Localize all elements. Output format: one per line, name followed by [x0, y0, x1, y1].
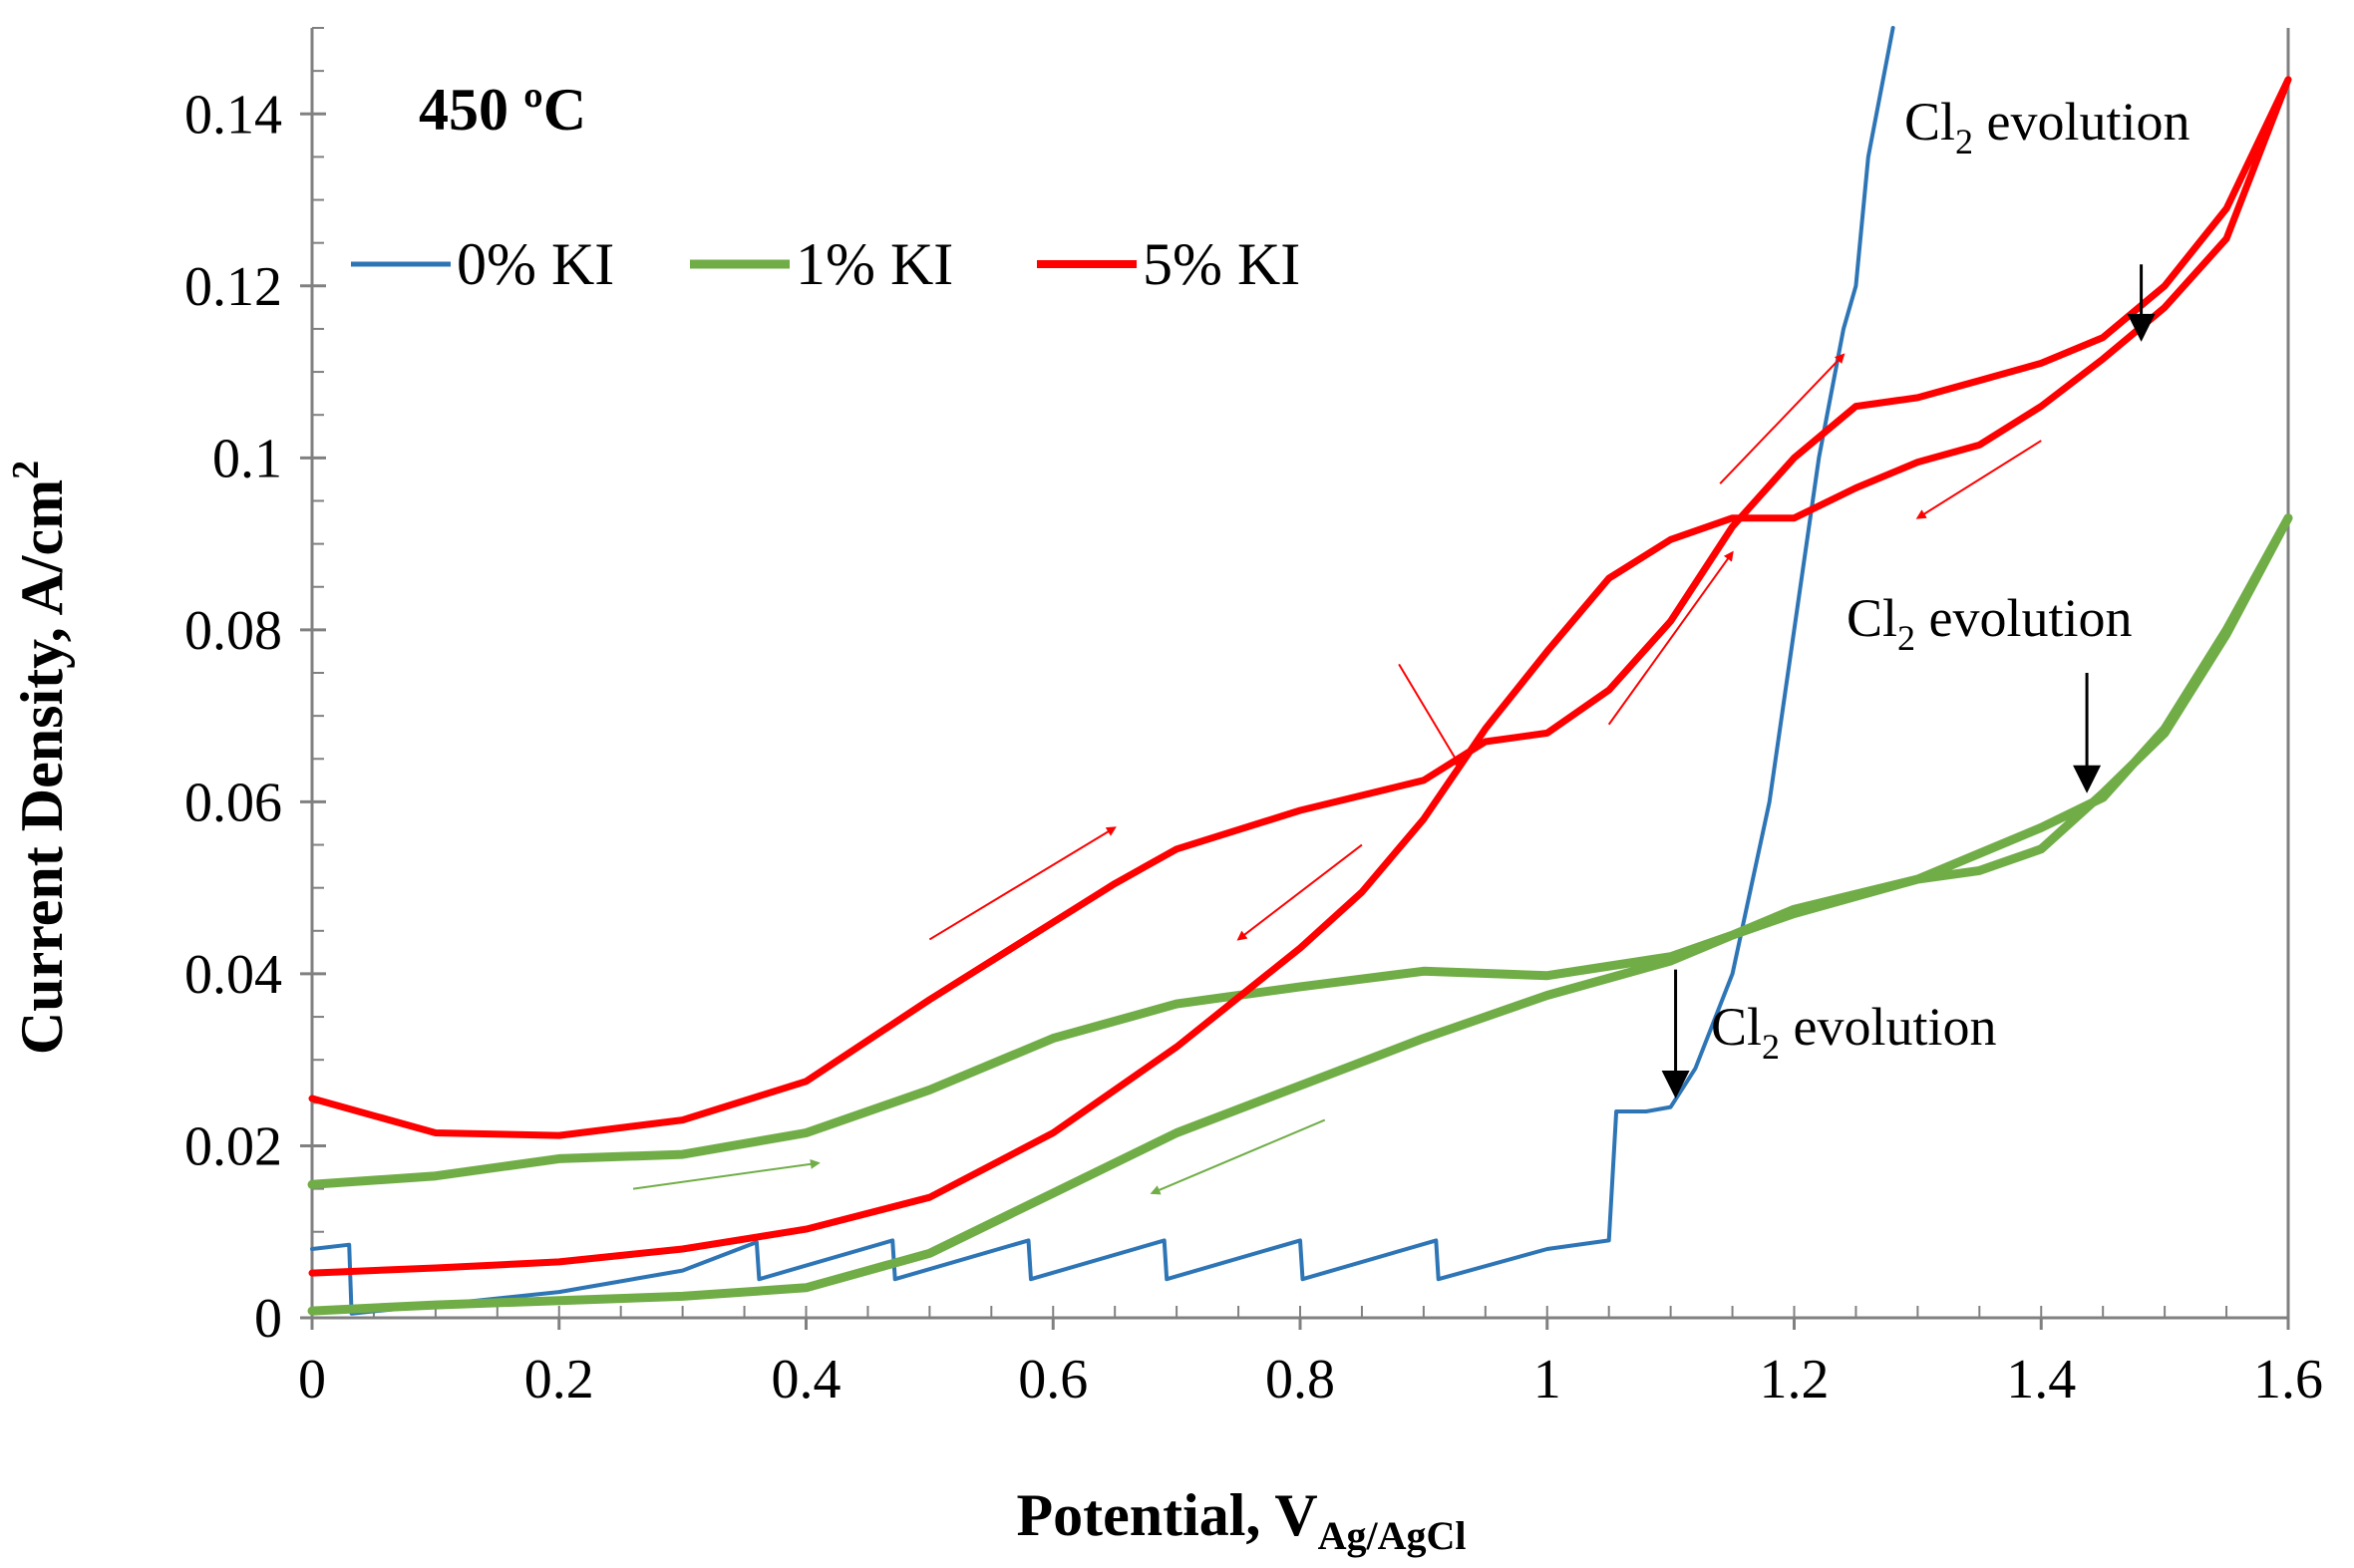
sweep-arrow-red [1915, 440, 2042, 519]
pointer-arrow-head [1661, 1071, 1690, 1099]
sweep-arrow-green [632, 1158, 821, 1190]
x-tick-label: 0.6 [1018, 1349, 1088, 1411]
pointer-arrow-head [2127, 313, 2156, 342]
y-tick-label: 0.06 [184, 772, 282, 833]
legend-label-1ki: 1% KI [796, 231, 953, 297]
y-tick-label: 0.1 [212, 428, 282, 489]
y-tick-label: 0.04 [184, 944, 282, 1006]
temperature-label: 450 ºC [419, 77, 586, 143]
legend-label-5ki: 5% KI [1143, 231, 1300, 297]
annotation-cl2-1ki: Cl2 evolution [1847, 588, 2133, 658]
y-tick-label: 0.08 [184, 600, 282, 662]
y-tick-label: 0.14 [184, 84, 282, 146]
annotation-cl2-5ki: Cl2 evolution [1904, 92, 2190, 161]
series-line-1ki [307, 513, 2293, 1316]
x-tick-label: 1.6 [2253, 1349, 2323, 1411]
pointer-arrow-head [2073, 765, 2102, 793]
series-layer [307, 26, 2293, 1316]
sweep-arrow-red [1607, 550, 1734, 726]
sweep-arrow-red [1398, 663, 1463, 770]
x-tick-label: 0 [298, 1349, 326, 1411]
y-axis-title: Current Density, A/cm2 [5, 461, 75, 1055]
legend-label-0ki: 0% KI [457, 231, 614, 297]
series-line-5ki [308, 76, 2292, 1277]
series-line-0ki [310, 26, 1895, 1316]
x-tick-label: 0.4 [772, 1349, 841, 1411]
x-tick-label: 0.2 [524, 1349, 594, 1411]
x-tick-label: 1.2 [1760, 1349, 1830, 1411]
sweep-arrow-green [1150, 1118, 1326, 1195]
axes: 0 0.02 0.04 0.06 0.08 0.1 0.12 0.14 0 0.2 0.4 0.6 0.… [184, 27, 2323, 1411]
annotation-cl2-0ki: Cl2 evolution [1711, 997, 1997, 1067]
x-tick-label: 1 [1533, 1349, 1561, 1411]
sweep-arrow-red [1719, 353, 1846, 484]
sweep-arrow-red [928, 826, 1117, 941]
x-axis-title: Potential, VAg/AgCl [1016, 1482, 1466, 1558]
y-tick-label: 0.12 [184, 256, 282, 318]
legend: 0% KI 1% KI 5% KI [351, 231, 1300, 297]
sweep-arrow-red [1236, 843, 1363, 941]
y-tick-label: 0 [254, 1288, 282, 1350]
arrow-layer [632, 264, 2156, 1195]
y-tick-label: 0.02 [184, 1115, 282, 1177]
x-tick-label: 1.4 [2006, 1349, 2076, 1411]
x-tick-label: 0.8 [1265, 1349, 1335, 1411]
